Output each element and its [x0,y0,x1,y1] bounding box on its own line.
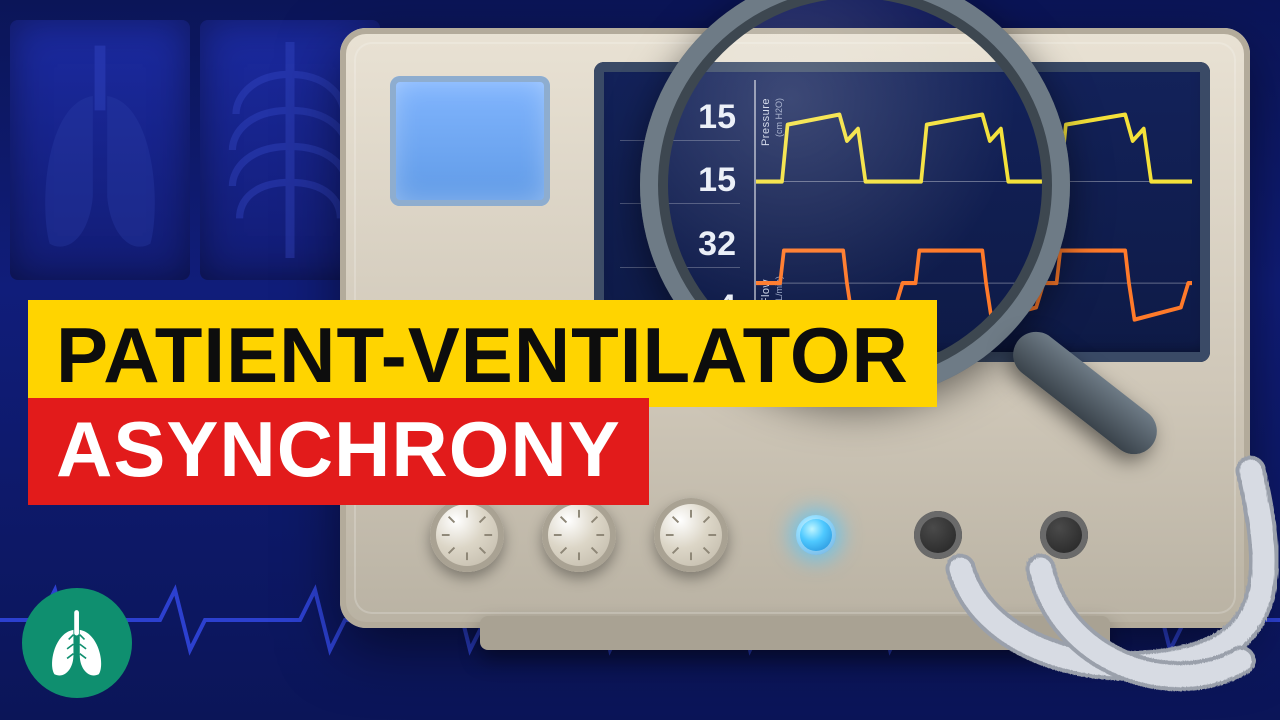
title-line-1: PATIENT-VENTILATOR [28,300,937,407]
xray-panel [10,20,190,280]
control-knob[interactable] [430,498,504,572]
tubing-port [1040,511,1088,559]
status-led [796,515,836,555]
readout-value: 15 [620,94,740,141]
lungs-icon [37,603,116,682]
readout-value: 32 [620,221,740,268]
pressure-axis-unit: (cm H2O) [774,98,784,137]
secondary-display [390,76,550,206]
title-line-2: ASYNCHRONY [28,398,649,505]
pressure-axis-label: Pressure [760,98,772,146]
control-knob[interactable] [654,498,728,572]
tubing-port [914,511,962,559]
lungs-icon [10,20,190,280]
control-knob[interactable] [542,498,616,572]
control-row [430,498,1088,572]
device-base [480,616,1110,650]
readout-value: 15 [620,157,740,204]
thumbnail-stage: 15 15 32 6.4 Pressure (cm H2O) Flow (L/m… [0,0,1280,720]
channel-logo [22,588,132,698]
